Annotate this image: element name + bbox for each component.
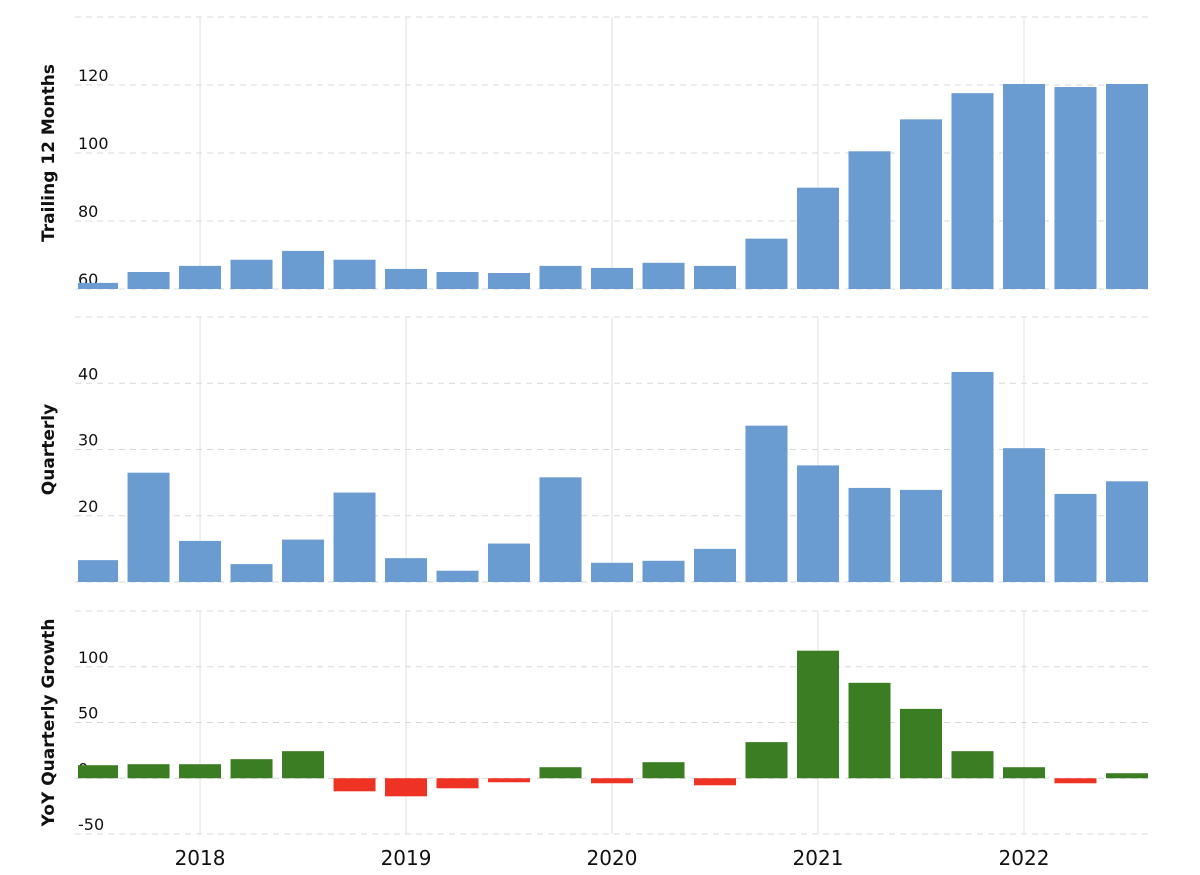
y-axis-label: Quarterly (39, 404, 59, 495)
bar (436, 570, 479, 582)
bar (179, 540, 222, 582)
bar (642, 560, 685, 582)
bar (230, 259, 273, 289)
bar (78, 282, 119, 289)
bar (282, 751, 325, 779)
bar (1105, 481, 1148, 582)
bar (539, 477, 582, 582)
y-tick-label: 50 (78, 704, 98, 723)
y-tick-label: 80 (78, 202, 98, 221)
y-tick-label: 40 (78, 364, 98, 383)
bar (488, 543, 531, 582)
y-tick-label: 120 (78, 66, 109, 85)
bar (642, 262, 685, 289)
bar (951, 751, 994, 779)
bar (127, 472, 170, 582)
bar (282, 539, 325, 582)
bar (591, 267, 634, 289)
bar (1002, 448, 1045, 582)
x-tick-label: 2018 (175, 846, 226, 870)
bar (899, 708, 942, 779)
bar (282, 250, 325, 289)
bar (127, 272, 170, 289)
bar (745, 425, 788, 582)
bar (333, 259, 376, 289)
panel: 10203040Quarterly (39, 316, 1148, 583)
y-tick-label: -50 (78, 815, 104, 834)
x-tick-label: 2022 (999, 846, 1050, 870)
bar (333, 492, 376, 582)
y-axis-label: YoY Quarterly Growth (39, 619, 59, 828)
bar (745, 238, 788, 289)
bar (591, 778, 634, 784)
bar (797, 187, 840, 289)
bar (488, 273, 531, 289)
bar (488, 778, 531, 783)
bar (694, 778, 737, 786)
bar (1105, 83, 1148, 289)
bar (951, 371, 994, 582)
bar (539, 767, 582, 779)
bar (848, 682, 891, 779)
y-tick-label: 30 (78, 431, 98, 450)
bar (179, 764, 222, 779)
bar (385, 268, 428, 289)
y-tick-label: 100 (78, 648, 109, 667)
bar (1054, 87, 1097, 289)
bar (848, 151, 891, 289)
y-tick-label: 20 (78, 497, 98, 516)
bar (1054, 493, 1097, 582)
bar (539, 265, 582, 289)
bar (230, 564, 273, 582)
bar (899, 119, 942, 289)
bar (899, 489, 942, 582)
bar (591, 562, 634, 582)
bar (436, 778, 479, 789)
bar (333, 778, 376, 792)
bar (642, 762, 685, 779)
bar (745, 742, 788, 779)
x-tick-label: 2019 (381, 846, 432, 870)
bar (694, 265, 737, 289)
bar (1054, 778, 1097, 784)
bar (1002, 767, 1045, 779)
bar (848, 487, 891, 582)
bar (78, 560, 119, 582)
bar (385, 558, 428, 582)
x-tick-label: 2020 (587, 846, 638, 870)
y-axis-label: Trailing 12 Months (39, 64, 59, 242)
bar (797, 650, 840, 779)
bar (127, 764, 170, 779)
bar (1002, 83, 1045, 289)
x-tick-label: 2021 (793, 846, 844, 870)
bar (230, 759, 273, 779)
bar (78, 765, 119, 779)
bar (951, 93, 994, 289)
bar (436, 272, 479, 289)
bar (385, 778, 428, 797)
bar (694, 548, 737, 582)
bar (1105, 773, 1148, 779)
y-tick-label: 100 (78, 134, 109, 153)
bar (797, 465, 840, 582)
bar (179, 265, 222, 289)
